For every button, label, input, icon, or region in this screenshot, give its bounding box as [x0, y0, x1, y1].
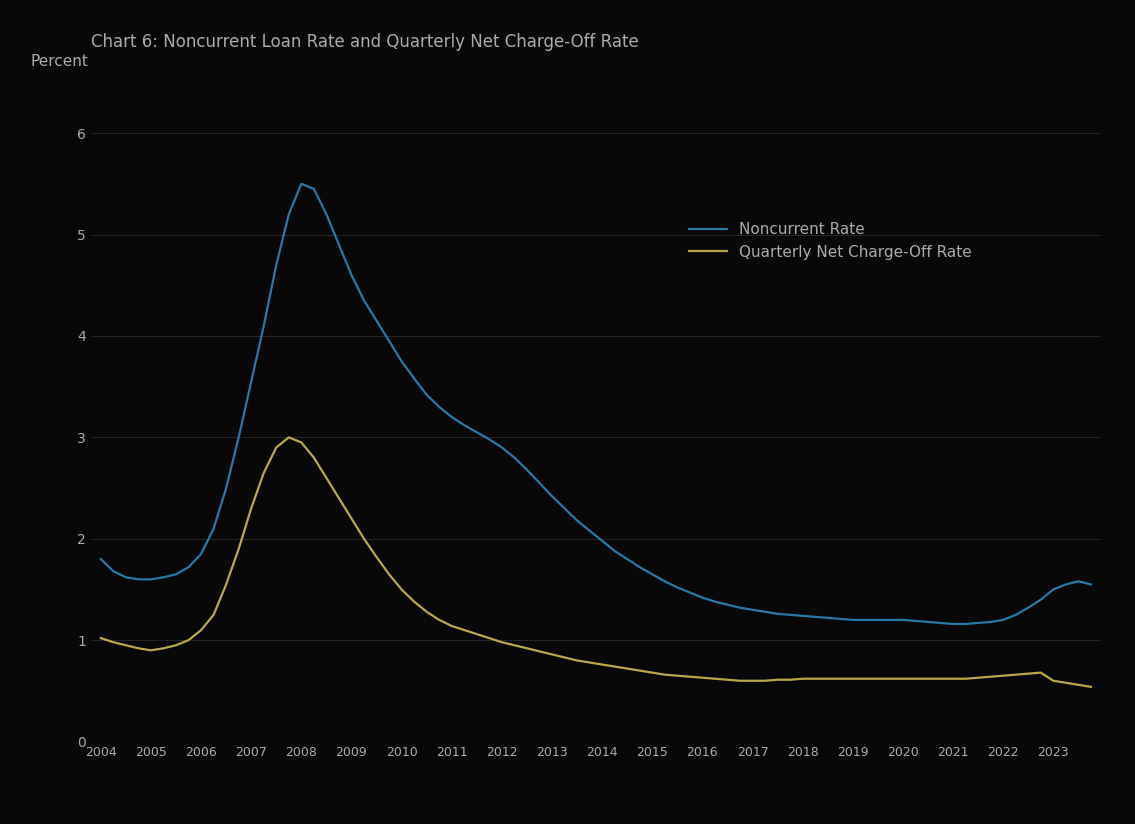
Text: Percent: Percent	[31, 54, 89, 69]
Quarterly Net Charge-Off Rate	[708, 674, 722, 684]
Noncurrent Rate	[783, 610, 797, 620]
Noncurrent Rate	[746, 605, 759, 615]
Quarterly Net Charge-Off Rate	[746, 676, 759, 686]
Quarterly Net Charge-Off Rate	[545, 649, 558, 659]
Text: Chart 6: Noncurrent Loan Rate and Quarterly Net Charge-Off Rate: Chart 6: Noncurrent Loan Rate and Quarte…	[91, 33, 639, 51]
Noncurrent Rate	[997, 615, 1010, 625]
Quarterly Net Charge-Off Rate	[281, 433, 295, 442]
Noncurrent Rate	[545, 491, 558, 501]
Noncurrent Rate	[1084, 579, 1098, 589]
Noncurrent Rate	[295, 179, 309, 189]
Quarterly Net Charge-Off Rate	[696, 672, 709, 682]
Noncurrent Rate	[94, 554, 108, 564]
Legend: Noncurrent Rate, Quarterly Net Charge-Off Rate: Noncurrent Rate, Quarterly Net Charge-Of…	[689, 222, 972, 260]
Quarterly Net Charge-Off Rate	[1084, 682, 1098, 692]
Noncurrent Rate	[947, 619, 960, 629]
Noncurrent Rate	[708, 597, 722, 606]
Line: Quarterly Net Charge-Off Rate: Quarterly Net Charge-Off Rate	[101, 438, 1091, 687]
Noncurrent Rate	[696, 592, 709, 602]
Quarterly Net Charge-Off Rate	[783, 675, 797, 685]
Quarterly Net Charge-Off Rate	[94, 633, 108, 643]
Quarterly Net Charge-Off Rate	[984, 672, 998, 681]
Line: Noncurrent Rate: Noncurrent Rate	[101, 184, 1091, 624]
